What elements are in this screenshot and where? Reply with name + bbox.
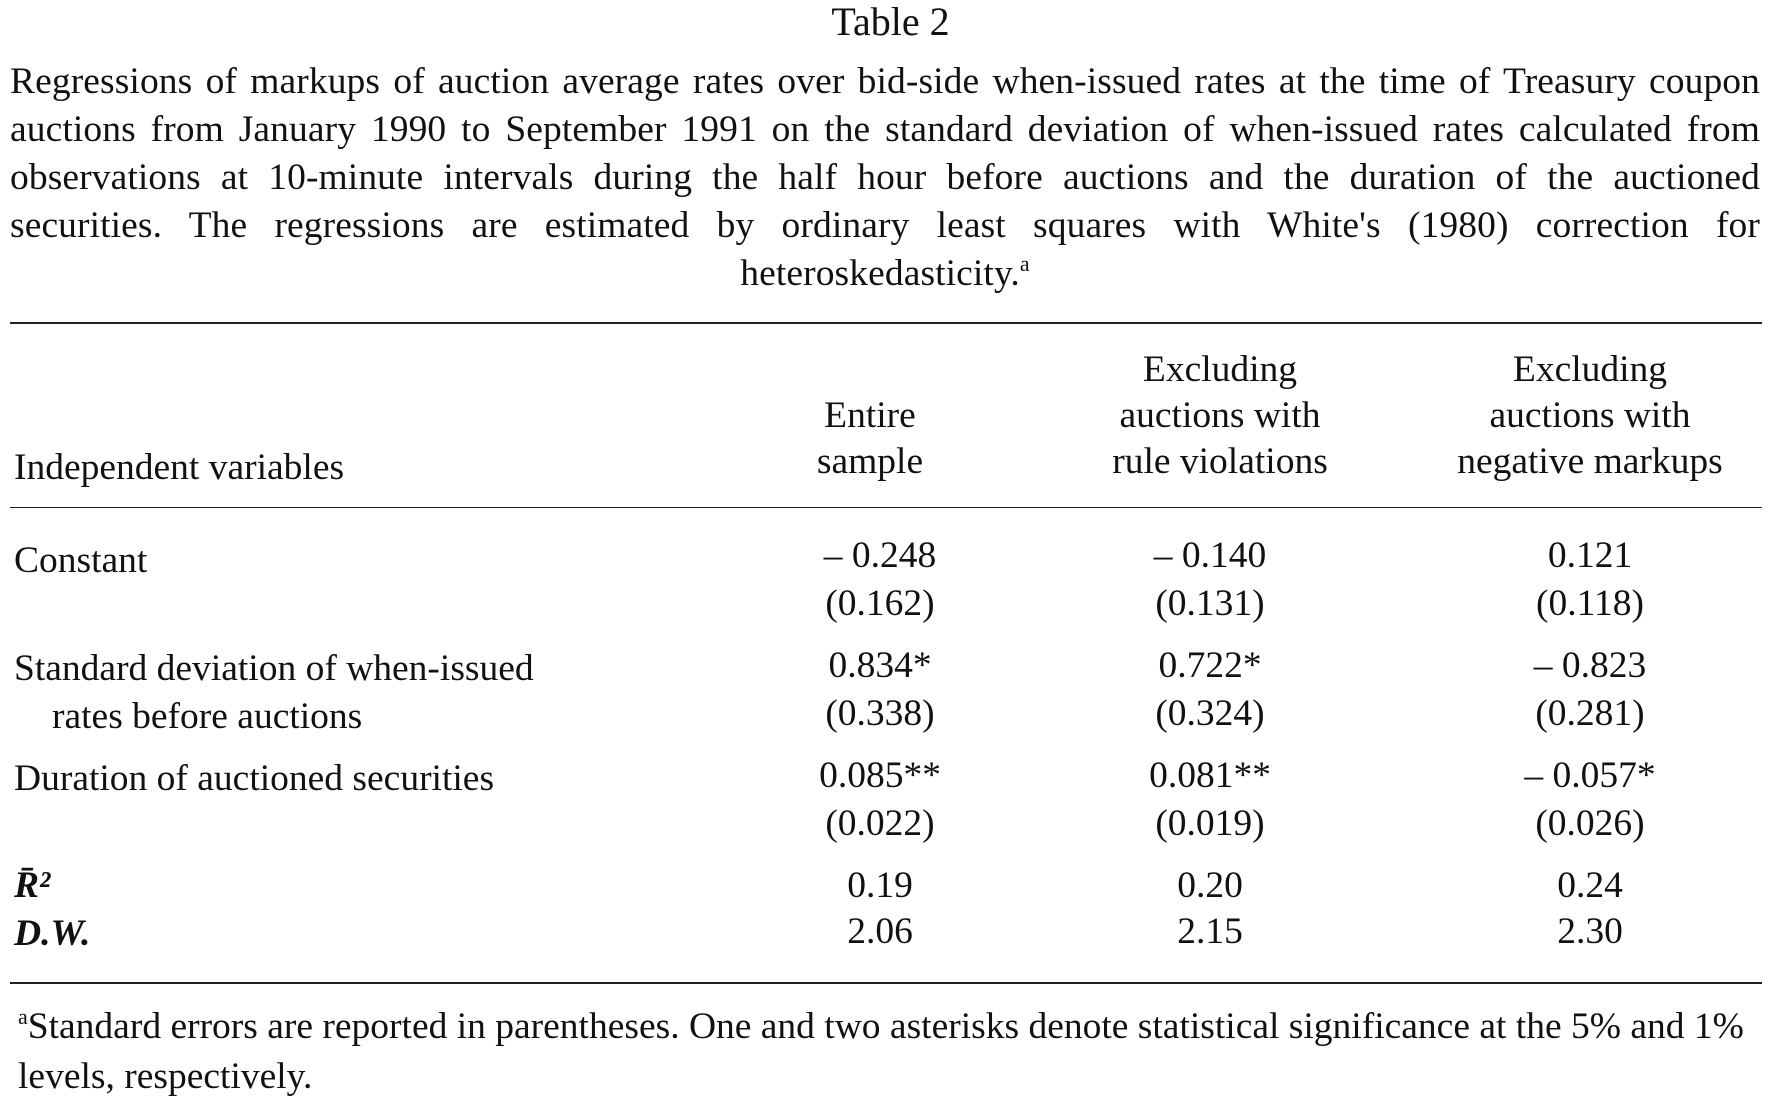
header-col3-line2: auctions with [1489,395,1691,436]
row-label-duration: Duration of auctioned securities [14,758,495,799]
cell-duration-se-col2: (0.019) [1155,803,1265,844]
cell-rbar2-col2: 0.20 [1177,865,1243,906]
table-header-rule [10,507,1762,508]
cell-constant-se-col3: (0.118) [1536,583,1644,624]
header-col1-line2: sample [816,441,924,482]
cell-constant-coef-col1: – 0.248 [823,535,937,576]
cell-duration-coef-col1: 0.085** [819,755,941,796]
cell-constant-coef-col3: 0.121 [1547,535,1633,576]
table-footnote: aStandard errors are reported in parenth… [18,1002,1768,1102]
cell-constant-se-col1: (0.162) [825,583,935,624]
header-independent-variables: Independent variables [14,447,345,488]
row-label-durbin-watson: D.W. [14,913,91,954]
header-col2-line3: rule violations [1112,441,1328,482]
row-label-constant: Constant [14,540,148,581]
header-entire-sample: Entire sample [760,393,980,485]
header-excluding-rule-violations: Excluding auctions with rule violations [1045,347,1395,485]
footnote-text: Standard errors are reported in parenthe… [18,1006,1744,1097]
header-col2-line2: auctions with [1119,395,1321,436]
row-label-stddev-line2: rates before auctions [14,693,362,741]
cell-duration-coef-col3: – 0.057* [1524,755,1656,796]
footnote-mark: a [18,1004,28,1029]
table-top-rule [10,322,1762,324]
header-col1-line1: Entire [824,395,916,436]
cell-duration-se-col1: (0.022) [825,803,935,844]
caption-footnote-mark: a [1019,251,1030,276]
cell-stddev-coef-col3: – 0.823 [1533,645,1647,686]
cell-stddev-se-col2: (0.324) [1155,693,1265,734]
cell-constant-se-col2: (0.131) [1155,583,1265,624]
cell-rbar2-col1: 0.19 [847,865,913,906]
cell-stddev-se-col1: (0.338) [825,693,935,734]
cell-duration-coef-col2: 0.081** [1149,755,1271,796]
cell-constant-coef-col2: – 0.140 [1153,535,1267,576]
header-col3-line3: negative markups [1457,441,1723,482]
cell-stddev-coef-col2: 0.722* [1158,645,1262,686]
cell-stddev-se-col3: (0.281) [1535,693,1645,734]
cell-duration-se-col3: (0.026) [1535,803,1645,844]
cell-stddev-coef-col1: 0.834* [828,645,932,686]
header-excluding-negative-markups: Excluding auctions with negative markups [1410,347,1770,485]
row-label-r-bar-squared: R̄² [14,865,51,906]
table-bottom-rule [10,982,1762,984]
cell-dw-col1: 2.06 [847,911,913,952]
caption-text: Regressions of markups of auction averag… [10,61,1760,294]
table-caption: Regressions of markups of auction averag… [10,58,1760,298]
row-label-stddev-line1: Standard deviation of when-issued [14,648,534,689]
header-col3-line1: Excluding [1512,349,1668,390]
cell-dw-col3: 2.30 [1557,911,1623,952]
header-col2-line1: Excluding [1142,349,1298,390]
cell-rbar2-col3: 0.24 [1557,865,1623,906]
row-label-stddev-line2-text: rates before auctions [52,696,363,737]
cell-dw-col2: 2.15 [1177,911,1243,952]
table-title: Table 2 [831,0,950,44]
